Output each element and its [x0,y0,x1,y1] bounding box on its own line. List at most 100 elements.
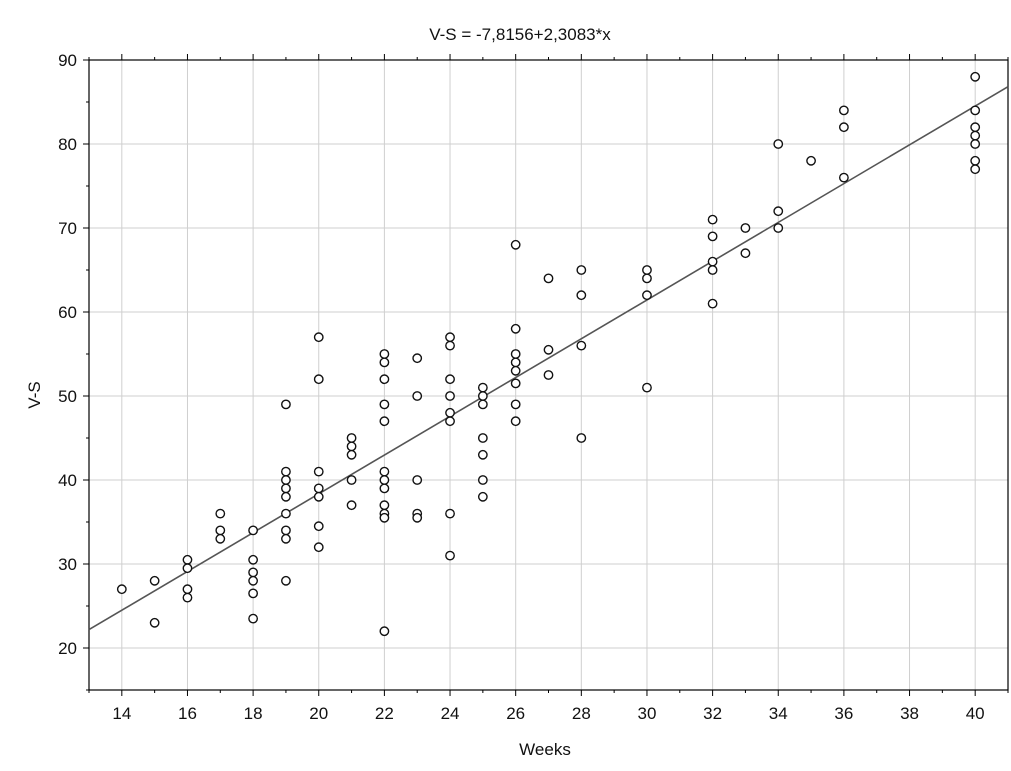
data-point [116,584,127,595]
data-point [182,584,193,595]
y-tick-label: 50 [58,387,77,406]
data-point [313,332,324,343]
data-point [379,416,390,427]
data-point [412,475,423,485]
data-point [510,323,521,334]
data-point [281,491,291,502]
data-point [281,466,291,477]
data-point [510,416,521,427]
data-point [182,592,193,603]
data-point [576,265,587,275]
data-point [149,617,160,628]
data-point [773,223,784,233]
x-tick-label: 14 [112,704,131,723]
data-point [477,433,488,443]
data-point [740,223,751,233]
data-point [313,466,324,477]
data-point [281,475,291,485]
data-point [510,365,521,376]
data-point [412,353,423,364]
data-point [740,248,751,259]
y-tick-label: 60 [58,303,77,322]
x-tick-label: 20 [309,704,328,723]
data-point [313,491,324,502]
data-point [838,122,849,133]
data-point [970,105,981,116]
data-point [215,508,226,519]
data-point [182,554,193,565]
data-point [773,139,784,149]
y-axis-label: V-S [25,381,44,408]
data-point [510,399,521,410]
data-point [445,391,455,401]
data-point [248,613,259,624]
y-tick-label: 70 [58,219,77,238]
data-point [477,491,488,502]
data-point [477,475,488,485]
data-point [970,122,981,133]
data-point [215,525,226,536]
data-point [346,441,357,452]
x-tick-label: 34 [769,704,788,723]
data-point [477,399,488,410]
data-point [576,340,587,351]
data-point [707,265,718,275]
data-point [182,563,193,574]
data-point [970,71,981,82]
data-point [379,399,390,410]
data-point [642,265,652,275]
data-point [281,483,291,494]
data-point [477,382,488,393]
data-point [445,550,455,561]
data-points [116,71,981,637]
data-point [510,357,521,368]
data-point [313,374,324,385]
regression-line-group [88,85,1009,631]
data-point [970,155,981,166]
data-point [445,407,455,418]
data-point [445,374,455,385]
data-point [379,483,390,494]
data-point [149,575,160,586]
data-point [576,433,587,443]
data-point [510,378,521,389]
data-point [707,214,718,225]
y-tick-label: 30 [58,555,77,574]
data-point [412,512,423,523]
data-point [838,105,849,116]
data-point [281,508,291,519]
data-point [346,449,357,460]
tick-labels: 14 16 18 20 22 24 26 28 30 32 34 36 38 40 20 30 40 50 60 70… [58,51,985,723]
data-point [543,370,554,380]
data-point [806,155,816,166]
data-point [379,357,390,368]
data-point [346,475,357,485]
y-tick-label: 20 [58,639,77,658]
x-axis-label: Weeks [519,740,571,759]
x-tick-label: 36 [834,704,853,723]
data-point [379,500,390,511]
x-tick-label: 38 [900,704,919,723]
data-point [970,164,981,175]
x-tick-label: 16 [178,704,197,723]
data-point [248,575,259,586]
regression-line [88,85,1009,631]
data-point [248,567,259,578]
data-point [281,533,291,544]
data-point [445,508,455,519]
data-point [510,239,521,250]
data-point [477,391,488,401]
y-tick-label: 90 [58,51,77,70]
data-point [313,483,324,494]
data-point [379,475,390,485]
data-point [281,525,291,536]
data-point [707,298,718,309]
data-point [707,231,718,242]
data-point [642,290,652,301]
data-point [379,512,390,523]
data-point [707,256,718,267]
data-point [412,391,423,401]
data-point [346,500,357,511]
